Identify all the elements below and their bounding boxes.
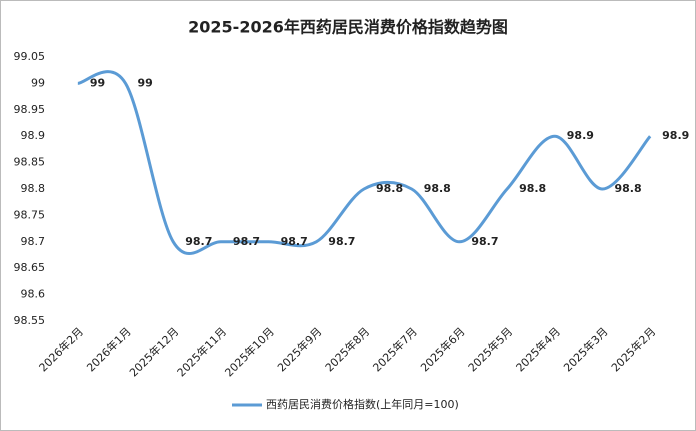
data-label: 98.9 — [662, 129, 689, 142]
y-tick-label: 99.05 — [14, 50, 46, 63]
data-label: 98.7 — [471, 235, 498, 248]
data-label: 99 — [138, 76, 153, 89]
y-tick-label: 98.8 — [21, 182, 46, 195]
y-tick-label: 98.7 — [21, 235, 46, 248]
data-label: 98.7 — [328, 235, 355, 248]
data-label: 98.8 — [519, 182, 546, 195]
legend-label: 西药居民消费价格指数(上年同月=100) — [266, 397, 459, 411]
data-label: 98.7 — [233, 235, 260, 248]
data-label: 99 — [90, 76, 105, 89]
data-label: 98.8 — [376, 182, 403, 195]
y-tick-label: 98.75 — [14, 208, 46, 221]
data-label: 98.7 — [185, 235, 212, 248]
data-label: 98.8 — [614, 182, 641, 195]
y-tick-label: 98.85 — [14, 156, 46, 169]
y-tick-label: 98.6 — [21, 288, 46, 301]
data-label: 98.7 — [281, 235, 308, 248]
y-tick-label: 98.9 — [21, 129, 46, 142]
data-label: 98.9 — [567, 129, 594, 142]
y-tick-label: 98.65 — [14, 261, 46, 274]
chart-title: 2025-2026年西药居民消费价格指数趋势图 — [188, 18, 508, 37]
series-line — [77, 70, 652, 256]
data-label: 98.8 — [424, 182, 451, 195]
y-tick-label: 98.95 — [14, 103, 46, 116]
y-tick-label: 98.55 — [14, 314, 46, 327]
y-tick-label: 99 — [31, 76, 45, 89]
